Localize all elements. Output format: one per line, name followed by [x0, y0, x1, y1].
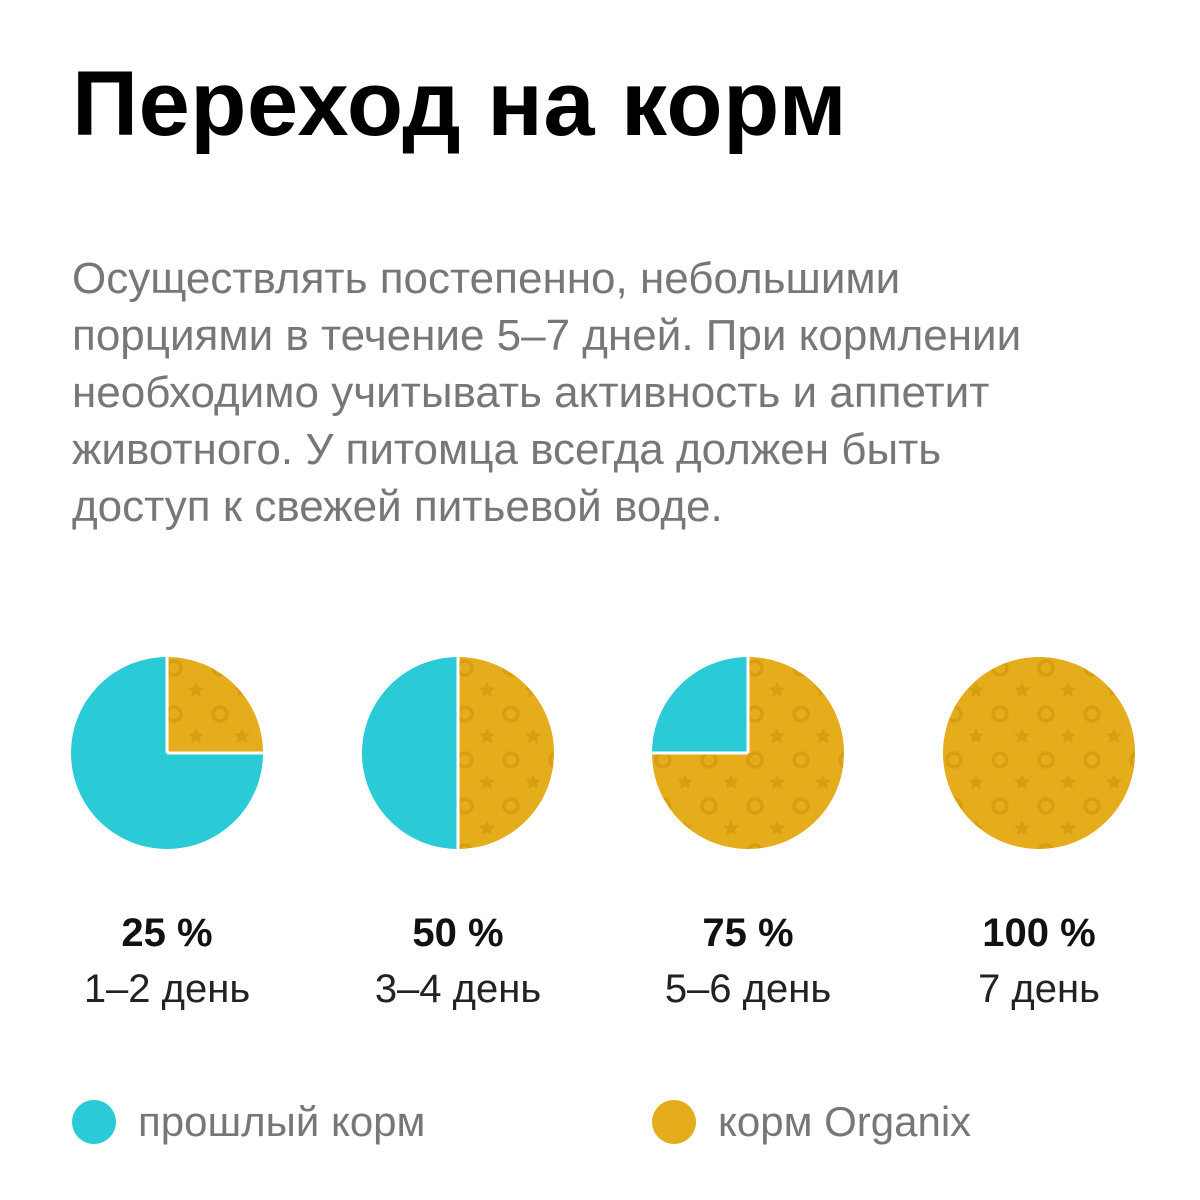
pie-svg: [362, 657, 554, 849]
pie-slice-new-food: [458, 657, 554, 849]
pie-svg: [652, 657, 844, 849]
pie-label-4: 100 % 7 день: [909, 905, 1169, 1017]
day-label: 5–6 день: [664, 967, 832, 1011]
intro-text: Осуществлять постепенно, небольшими порц…: [72, 250, 1132, 535]
pie-charts-row: [0, 650, 1200, 860]
day-label: 1–2 день: [83, 967, 251, 1011]
pie-slice-old-food: [362, 657, 458, 849]
pie-svg: [71, 657, 263, 849]
pie-label-2: 50 % 3–4 день: [328, 905, 588, 1017]
pie-slice-old-food: [652, 657, 748, 753]
legend-label: прошлый корм: [138, 1098, 426, 1145]
intro-line: доступ к свежей питьевой воде.: [72, 482, 723, 531]
pie-slice-new-food: [943, 657, 1135, 849]
legend-swatch-old-food: [72, 1100, 116, 1144]
intro-line: порциями в течение 5–7 дней. При кормлен…: [72, 311, 1022, 360]
percent-label: 50 %: [412, 911, 504, 955]
pie-chart-3: [651, 656, 845, 850]
legend-item-new-food: корм Organix: [652, 1092, 971, 1152]
legend-swatch-new-food: [652, 1100, 696, 1144]
pie-chart-2: [361, 656, 555, 850]
day-label: 3–4 день: [374, 967, 542, 1011]
page-title: Переход на корм: [72, 53, 848, 155]
legend-item-old-food: прошлый корм: [72, 1092, 425, 1152]
intro-line: животного. У питомца всегда должен быть: [72, 425, 942, 474]
pie-svg: [943, 657, 1135, 849]
percent-label: 75 %: [702, 911, 794, 955]
intro-line: Осуществлять постепенно, небольшими: [72, 254, 901, 303]
intro-line: необходимо учитывать активность и аппети…: [72, 368, 990, 417]
pie-label-3: 75 % 5–6 день: [618, 905, 878, 1017]
percent-label: 100 %: [982, 911, 1096, 955]
pie-label-1: 25 % 1–2 день: [37, 905, 297, 1017]
pie-chart-4: [942, 656, 1136, 850]
day-label: 7 день: [978, 967, 1100, 1011]
legend-label: корм Organix: [718, 1098, 972, 1145]
pie-slice-new-food: [167, 657, 263, 753]
percent-label: 25 %: [121, 911, 213, 955]
pie-chart-1: [70, 656, 264, 850]
